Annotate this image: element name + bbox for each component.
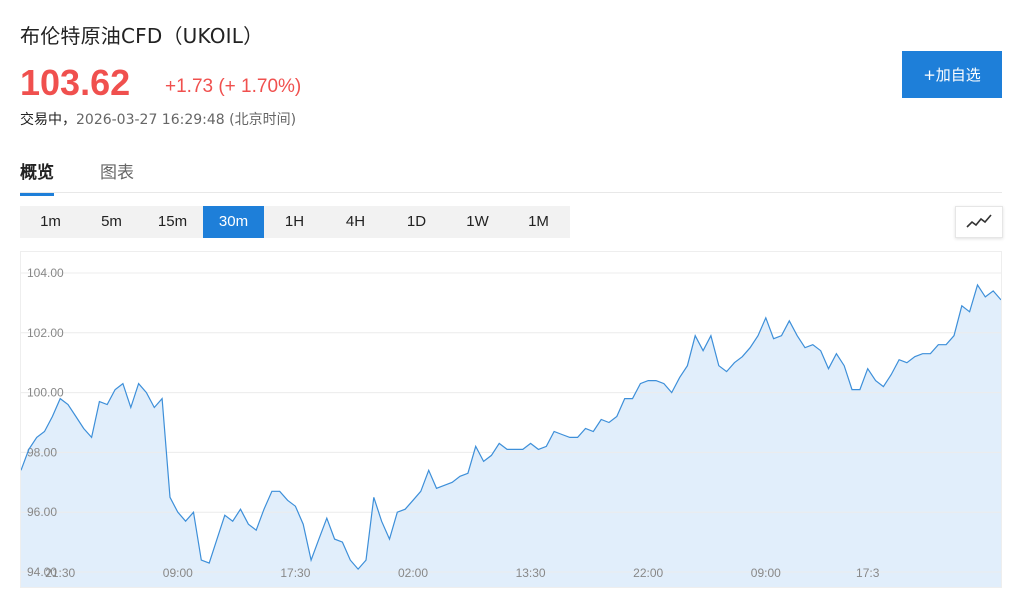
trading-status: 交易中， — [20, 112, 76, 128]
y-tick-label: 100.00 — [27, 386, 64, 400]
interval-1w[interactable]: 1W — [466, 213, 489, 230]
x-tick-label: 09:00 — [751, 566, 781, 580]
quote-timestamp: 2026-03-27 16:29:48 (北京时间) — [76, 112, 297, 128]
interval-15m[interactable]: 15m — [157, 213, 188, 230]
x-tick-label: 02:00 — [398, 566, 428, 580]
price-area — [21, 284, 1001, 587]
interval-selector: 1m 5m 15m 30m 1H 4H 1D 1W 1M — [20, 206, 570, 238]
y-tick-label: 102.00 — [27, 326, 64, 340]
interval-1d[interactable]: 1D — [406, 213, 427, 230]
interval-1h[interactable]: 1H — [284, 213, 305, 230]
interval-1m[interactable]: 1m — [40, 213, 61, 230]
x-tick-label: 22:00 — [633, 566, 663, 580]
x-tick-label: 21:30 — [45, 566, 75, 580]
market-status-line: 交易中，2026-03-27 16:29:48 (北京时间) — [20, 109, 296, 129]
y-tick-label: 96.00 — [27, 505, 57, 519]
price-change: +1.73 (+ 1.70%) — [165, 76, 302, 97]
price-chart[interactable]: 104.00 102.00 100.00 98.00 96.00 94.00 21:30 09… — [20, 251, 1002, 588]
interval-4h[interactable]: 4H — [345, 213, 366, 230]
line-chart-icon — [966, 214, 992, 228]
x-tick-label: 09:00 — [163, 566, 193, 580]
price-line — [21, 283, 1001, 571]
add-to-watchlist-button[interactable]: +加自选 — [902, 51, 1002, 98]
last-price: 103.62 — [20, 62, 131, 103]
chart-type-button[interactable] — [955, 206, 1003, 238]
tab-overview[interactable]: 概览 — [20, 158, 54, 196]
x-tick-label: 17:3 — [856, 566, 880, 580]
interval-1mo[interactable]: 1M — [528, 213, 549, 230]
y-tick-label: 94.00 — [27, 565, 57, 579]
interval-30m[interactable]: 30m — [203, 206, 264, 238]
view-tabs: 概览 图表 — [20, 152, 1002, 196]
x-tick-label: 13:30 — [516, 566, 546, 580]
y-tick-label: 104.00 — [27, 266, 64, 280]
instrument-title: 布伦特原油CFD（UKOIL） — [20, 24, 264, 48]
y-tick-label: 98.00 — [27, 445, 57, 459]
x-tick-label: 17:30 — [280, 566, 310, 580]
tab-chart[interactable]: 图表 — [100, 163, 134, 183]
interval-5m[interactable]: 5m — [101, 213, 122, 230]
